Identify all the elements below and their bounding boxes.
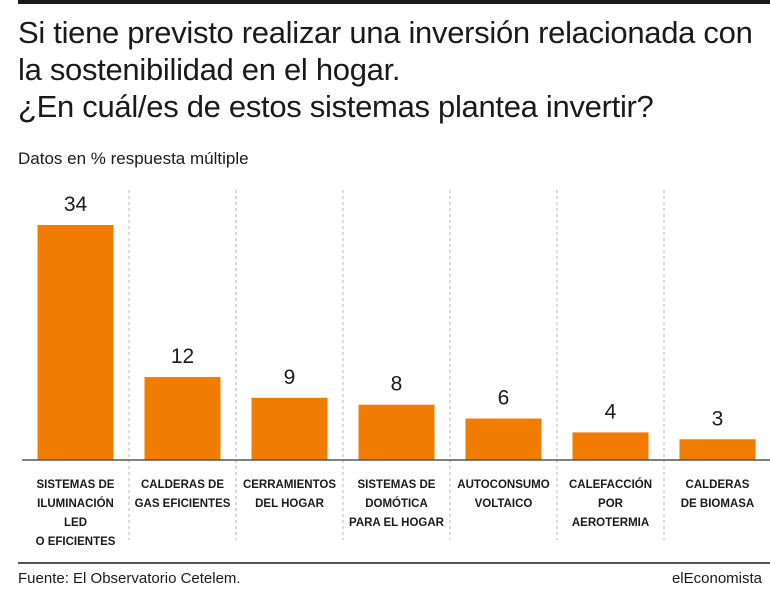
- chart-subtitle: Datos en % respuesta múltiple: [18, 149, 249, 168]
- value-label-3: 9: [284, 366, 296, 389]
- category-label-2-line-2: GAS EFICIENTES: [135, 498, 231, 510]
- category-label-1-line-4: O EFICIENTES: [36, 536, 116, 548]
- value-label-5: 6: [498, 387, 510, 410]
- top-rule: [18, 0, 770, 4]
- category-label-5-line-2: VOLTAICO: [475, 498, 533, 510]
- category-label-7-line-2: DE BIOMASA: [681, 498, 754, 510]
- bar-6: [572, 432, 649, 460]
- value-label-4: 8: [391, 373, 403, 396]
- category-label-4-line-3: PARA EL HOGAR: [349, 517, 445, 529]
- bar-4: [358, 404, 435, 460]
- category-label-6-line-3: AEROTERMIA: [572, 517, 649, 529]
- value-label-6: 4: [605, 400, 617, 423]
- category-label-4-line-2: DOMÓTICA: [365, 497, 428, 510]
- bar-1: [37, 225, 114, 460]
- bar-7: [679, 439, 756, 460]
- category-label-7-line-1: CALDERAS: [686, 479, 750, 491]
- category-label-5-line-1: AUTOCONSUMO: [457, 479, 549, 491]
- category-label-3-line-1: CERRAMIENTOS: [243, 479, 336, 491]
- bar-2: [144, 377, 221, 460]
- bottom-rule: [18, 562, 770, 564]
- category-label-1-line-1: SISTEMAS DE: [37, 479, 115, 491]
- bar-5: [465, 418, 542, 460]
- category-label-4-line-1: SISTEMAS DE: [358, 479, 436, 491]
- category-label-6-line-1: CALEFACCIÓN: [569, 478, 652, 491]
- category-label-2-line-1: CALDERAS DE: [141, 479, 224, 491]
- title-line-1: Si tiene previsto realizar una inversión…: [18, 15, 753, 50]
- value-label-1: 34: [64, 193, 88, 216]
- title-line-3: ¿En cuál/es de estos sistemas plantea in…: [18, 89, 654, 124]
- source-note: Fuente: El Observatorio Cetelem.: [18, 570, 241, 587]
- brand-logo-text: elEconomista: [671, 570, 762, 587]
- value-label-7: 3: [712, 407, 724, 430]
- category-label-1-line-2: ILUMINACIÓN: [37, 497, 114, 510]
- value-label-2: 12: [171, 345, 194, 368]
- category-label-1-line-3: LED: [64, 517, 87, 529]
- chart-title: Si tiene previsto realizar una inversión…: [18, 14, 763, 125]
- category-label-6-line-2: POR: [598, 498, 624, 510]
- title-line-2: la sostenibilidad en el hogar.: [18, 52, 401, 87]
- bar-3: [251, 397, 328, 460]
- category-label-3-line-2: DEL HOGAR: [255, 498, 324, 510]
